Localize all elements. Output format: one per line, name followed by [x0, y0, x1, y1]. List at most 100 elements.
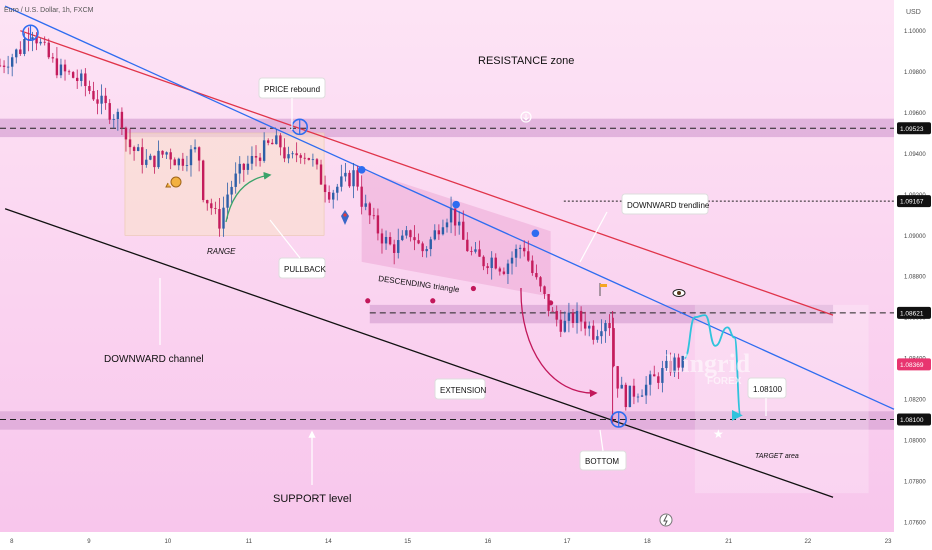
candle-body [632, 385, 636, 397]
candle-body [510, 257, 514, 264]
lightning-icon[interactable] [659, 513, 673, 527]
candle-body [258, 157, 262, 161]
candle-body [368, 203, 371, 216]
candle-body [275, 135, 278, 145]
candle-body [197, 147, 201, 161]
price-badge-label: 1.09167 [900, 199, 924, 206]
candle-body [332, 192, 335, 200]
watermark-forex: FOREX [707, 376, 742, 387]
price-badge [897, 358, 931, 371]
candle-body [583, 321, 587, 329]
triangle-touch-marker [548, 300, 554, 306]
price-badge-label: 1.08621 [900, 310, 924, 317]
candle-body [128, 139, 132, 148]
candle-body [10, 57, 14, 67]
symbol-title: Euro / U.S. Dollar, 1h, FXCM [4, 7, 94, 14]
candle-body [417, 240, 420, 244]
candle-body [267, 140, 270, 143]
candle-body [2, 65, 6, 67]
candle-body [100, 95, 103, 104]
candle-body [206, 200, 209, 204]
candle-body [380, 233, 384, 244]
triangle-touch-marker [430, 298, 436, 304]
candle-body [376, 215, 380, 234]
candle-body [498, 268, 502, 272]
bottom-callout: BOTTOM [579, 450, 627, 471]
candle-body [291, 153, 294, 155]
arrow-down-circle-icon [520, 111, 532, 123]
candle-body [112, 119, 115, 120]
candle-body [401, 235, 404, 241]
extension-callout: EXTENSION [434, 378, 486, 400]
support-zone [0, 411, 894, 430]
candle-body [96, 99, 99, 104]
candle-body [319, 164, 323, 185]
eye-icon [672, 289, 686, 297]
candle-body [120, 111, 124, 128]
candle-body [149, 155, 152, 160]
candle-body [482, 256, 485, 267]
candle-body [92, 90, 95, 100]
candle-body [327, 192, 331, 200]
price-badge [897, 306, 931, 319]
resistance-zone [0, 118, 894, 138]
candle-body [238, 163, 241, 174]
x-axis-panel [0, 532, 894, 550]
candle-body [449, 208, 453, 223]
candle-body [596, 336, 599, 340]
candle-body [132, 147, 136, 151]
candle-body [604, 323, 607, 332]
candle-body [250, 156, 254, 164]
x-tick-label: 10 [164, 539, 171, 545]
candle-body [474, 249, 477, 252]
candle-body [665, 360, 668, 369]
blue-trendline[interactable] [4, 5, 895, 410]
x-tick-label: 22 [805, 539, 812, 545]
candle-body [425, 249, 428, 252]
candle-body [218, 209, 221, 229]
candle-body [303, 157, 306, 159]
candle-body [222, 207, 225, 229]
x-tick-label: 23 [885, 539, 892, 545]
candle-body [246, 163, 250, 170]
candle-body [0, 65, 2, 67]
touch-dot-marker [452, 200, 460, 209]
candle-body [55, 58, 59, 76]
y-tick-label: 1.10000 [904, 29, 926, 35]
candle-body [262, 140, 266, 161]
candle-body [71, 72, 75, 78]
candle-body [364, 203, 367, 207]
candle-body [39, 41, 42, 44]
candle-body [567, 312, 571, 321]
candle-body [15, 49, 18, 58]
x-tick-label: 17 [564, 539, 571, 545]
candle-body [43, 41, 46, 43]
downward-channel-label: DOWNWARD channel [104, 354, 204, 365]
candle-body [405, 230, 408, 236]
y-tick-label: 1.09000 [904, 234, 926, 240]
candle-body [457, 221, 461, 226]
candle-body [136, 147, 140, 151]
candle-body [165, 152, 168, 155]
y-tick-label: 1.09600 [904, 111, 926, 117]
price-badge-label: 1.08100 [900, 417, 924, 424]
candle-body [514, 248, 518, 258]
candle-body [506, 263, 510, 274]
target-price-callout: 1.08100 [747, 377, 787, 399]
red-trendline[interactable] [20, 30, 834, 316]
price-badge-label: 1.08369 [900, 362, 924, 369]
x-tick-label: 8 [10, 539, 14, 545]
candle-body [344, 172, 347, 177]
candle-body [575, 310, 579, 323]
x-tick-label: 14 [325, 539, 332, 545]
rocket-icon [341, 210, 349, 225]
candle-body [340, 176, 343, 187]
pivot-circle-marker [22, 24, 39, 42]
candle-body [608, 323, 611, 329]
channel-support-line[interactable] [4, 208, 834, 498]
candle-body [409, 230, 412, 238]
candle-body [63, 64, 67, 72]
candle-body [640, 395, 644, 397]
candle-body [384, 236, 388, 244]
